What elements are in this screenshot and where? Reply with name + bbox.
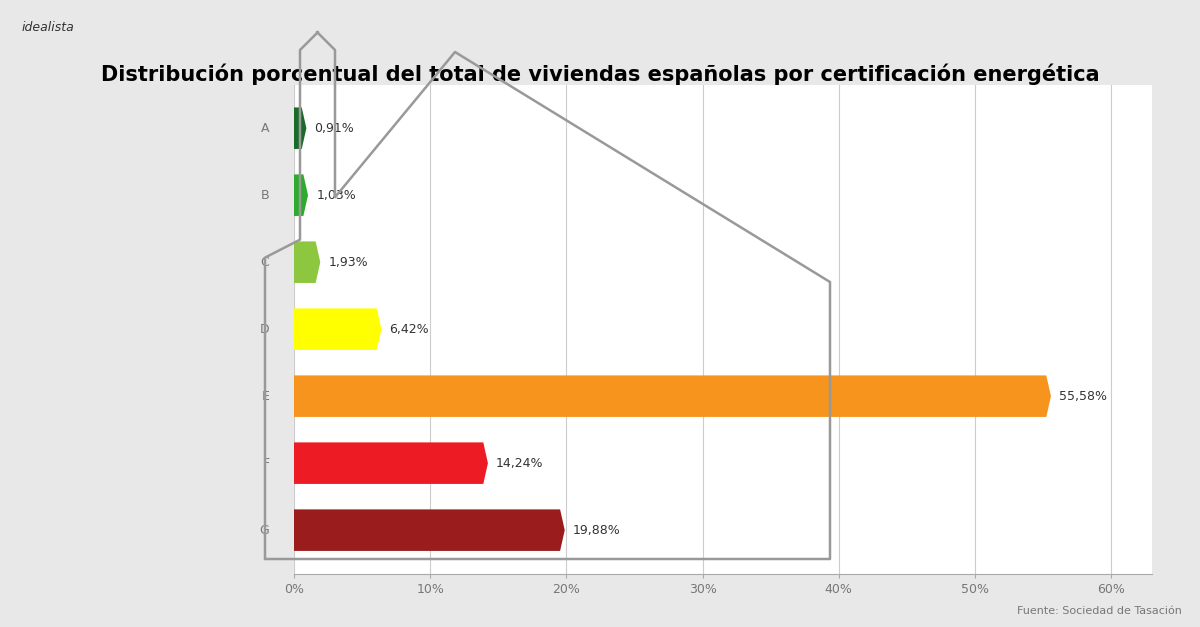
Polygon shape	[294, 443, 488, 484]
Polygon shape	[294, 241, 320, 283]
Polygon shape	[294, 509, 565, 551]
Text: 19,88%: 19,88%	[572, 524, 620, 537]
Text: A: A	[260, 122, 270, 135]
Text: 0,91%: 0,91%	[314, 122, 354, 135]
Text: G: G	[259, 524, 270, 537]
Text: 14,24%: 14,24%	[496, 456, 544, 470]
Text: 55,58%: 55,58%	[1060, 389, 1108, 403]
Text: D: D	[260, 323, 270, 335]
Text: B: B	[260, 189, 270, 202]
Text: Distribución porcentual del total de viviendas españolas por certificación energ: Distribución porcentual del total de viv…	[101, 64, 1099, 85]
Polygon shape	[294, 308, 382, 350]
Text: E: E	[262, 389, 270, 403]
Text: idealista: idealista	[22, 21, 74, 34]
Text: Fuente: Sociedad de Tasación: Fuente: Sociedad de Tasación	[1018, 606, 1182, 616]
Text: 6,42%: 6,42%	[390, 323, 430, 335]
Polygon shape	[294, 174, 308, 216]
Text: 1,03%: 1,03%	[316, 189, 356, 202]
Polygon shape	[294, 376, 1051, 417]
Text: F: F	[263, 456, 270, 470]
Text: C: C	[260, 256, 270, 269]
Text: 1,93%: 1,93%	[329, 256, 368, 269]
Polygon shape	[294, 107, 306, 149]
